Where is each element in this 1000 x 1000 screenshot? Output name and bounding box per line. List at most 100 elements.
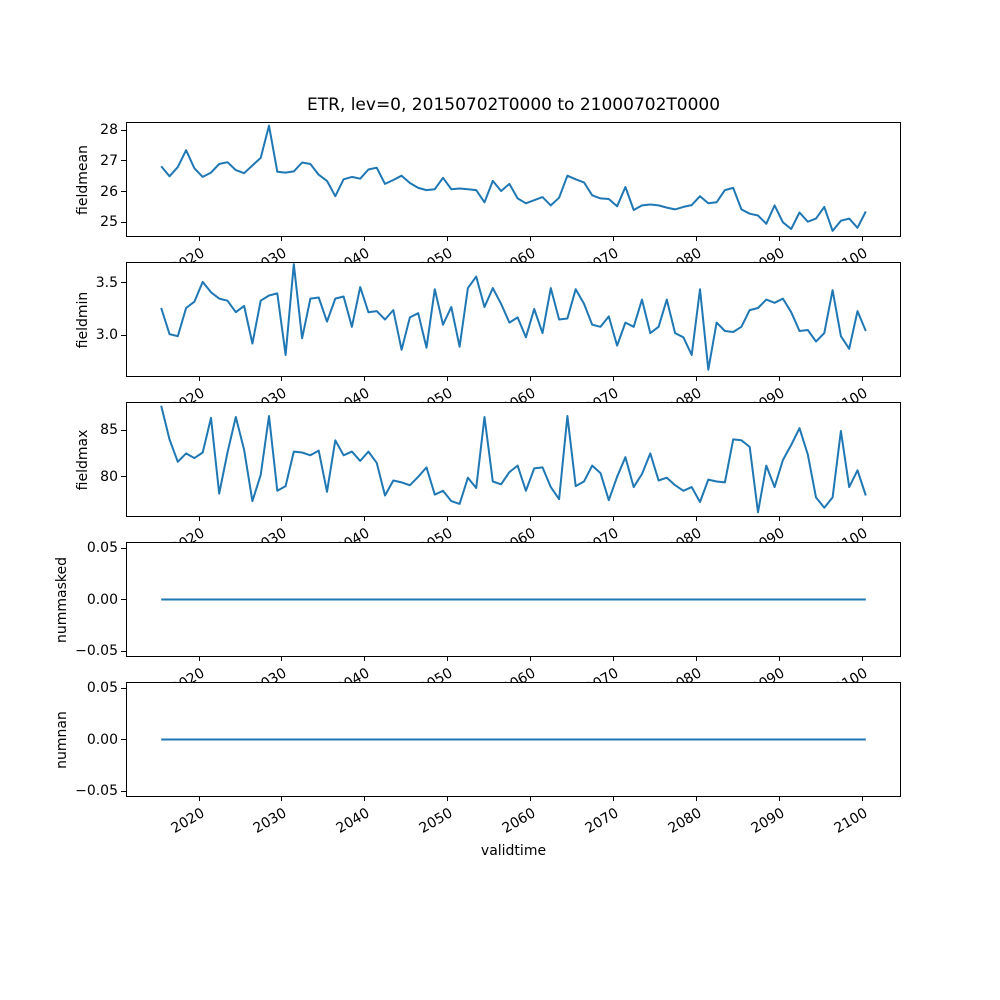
x-tick-mark bbox=[198, 377, 200, 381]
y-tick-label: 27 bbox=[100, 152, 118, 169]
x-tick-mark bbox=[530, 517, 532, 521]
x-tick-mark bbox=[447, 377, 449, 381]
x-tick-mark bbox=[613, 797, 614, 801]
y-tick-mark bbox=[121, 687, 126, 689]
x-tick-mark bbox=[198, 237, 200, 241]
fieldmean-line-chart bbox=[160, 124, 867, 232]
x-tick-mark bbox=[447, 237, 449, 241]
x-tick-label: 2090 bbox=[748, 805, 788, 837]
y-tick-mark bbox=[121, 191, 126, 193]
x-tick-mark bbox=[281, 657, 283, 661]
figure-title: ETR, lev=0, 20150702T0000 to 21000702T00… bbox=[306, 95, 721, 115]
x-tick-mark bbox=[364, 237, 366, 241]
y-tick-mark bbox=[121, 739, 126, 740]
y-tick-label: 3.5 bbox=[95, 274, 118, 291]
fieldmean-line bbox=[160, 124, 867, 232]
x-tick-mark bbox=[695, 517, 697, 521]
y-axis-label-nummasked: nummasked bbox=[54, 556, 70, 643]
x-tick-mark bbox=[778, 517, 780, 521]
x-tick-label: 2040 bbox=[333, 805, 373, 837]
y-tick-label: 28 bbox=[100, 122, 118, 139]
x-tick-mark bbox=[447, 657, 449, 661]
x-tick-mark bbox=[281, 377, 283, 381]
y-axis-label-numnan: numnan bbox=[54, 710, 70, 769]
x-tick-mark bbox=[613, 657, 614, 661]
x-tick-label: 2020 bbox=[168, 805, 207, 837]
x-tick-mark bbox=[530, 797, 532, 801]
x-tick-label: 2100 bbox=[831, 805, 871, 837]
x-tick-label: 2030 bbox=[251, 805, 290, 837]
x-tick-mark bbox=[447, 517, 449, 521]
x-tick-mark bbox=[281, 797, 283, 801]
x-tick-mark bbox=[861, 797, 863, 801]
x-tick-mark bbox=[530, 657, 532, 661]
y-tick-label: 3.0 bbox=[95, 327, 118, 344]
x-tick-mark bbox=[695, 657, 697, 661]
fieldmean-axes bbox=[126, 122, 901, 237]
x-tick-mark bbox=[530, 237, 532, 241]
y-tick-label: 85 bbox=[100, 422, 118, 438]
y-tick-label: 0.05 bbox=[86, 540, 118, 556]
x-tick-mark bbox=[198, 657, 200, 661]
y-tick-mark bbox=[121, 129, 126, 131]
x-tick-mark bbox=[281, 517, 283, 521]
x-tick-mark bbox=[364, 517, 366, 521]
fieldmax-line bbox=[160, 405, 867, 514]
fieldmax-axes bbox=[126, 402, 901, 517]
nummasked-line-chart bbox=[161, 598, 866, 601]
x-tick-mark bbox=[364, 377, 366, 381]
y-tick-mark bbox=[121, 650, 126, 652]
numnan-axes bbox=[126, 682, 901, 797]
fieldmax-line-chart bbox=[160, 405, 867, 514]
x-tick-mark bbox=[695, 377, 697, 381]
y-axis-label-fieldmax: fieldmax bbox=[75, 429, 91, 490]
y-tick-label: 80 bbox=[100, 468, 118, 485]
x-tick-mark bbox=[198, 517, 200, 521]
x-tick-mark bbox=[364, 797, 366, 801]
fieldmin-axes bbox=[126, 262, 901, 377]
x-tick-mark bbox=[778, 657, 780, 661]
x-tick-mark bbox=[613, 237, 614, 241]
x-tick-mark bbox=[364, 657, 366, 661]
x-tick-label: 2060 bbox=[499, 805, 539, 837]
x-tick-mark bbox=[613, 517, 614, 521]
y-tick-label: −0.05 bbox=[75, 643, 118, 659]
y-tick-mark bbox=[121, 547, 126, 549]
y-tick-mark bbox=[121, 790, 126, 792]
nummasked-axes bbox=[126, 542, 901, 657]
x-tick-mark bbox=[613, 377, 614, 381]
x-tick-mark bbox=[198, 797, 200, 801]
y-tick-mark bbox=[121, 221, 126, 223]
y-tick-label: 26 bbox=[100, 183, 118, 200]
x-tick-label: 2050 bbox=[416, 805, 456, 837]
y-tick-mark bbox=[121, 429, 126, 431]
numnan-line-chart bbox=[161, 738, 866, 741]
y-tick-mark bbox=[121, 282, 126, 284]
x-tick-mark bbox=[695, 237, 697, 241]
y-tick-mark bbox=[121, 476, 126, 478]
fieldmin-line bbox=[160, 263, 867, 371]
x-tick-mark bbox=[695, 797, 697, 801]
y-tick-label: 0.05 bbox=[86, 680, 118, 696]
x-tick-mark bbox=[861, 237, 863, 241]
y-tick-label: 25 bbox=[100, 214, 118, 231]
x-tick-mark bbox=[861, 657, 863, 661]
x-tick-mark bbox=[281, 237, 283, 241]
y-tick-mark bbox=[121, 160, 126, 162]
x-tick-mark bbox=[861, 517, 863, 521]
x-tick-label: 2070 bbox=[582, 805, 622, 837]
y-tick-label: 0.00 bbox=[86, 731, 118, 748]
y-tick-mark bbox=[121, 334, 126, 336]
y-tick-label: −0.05 bbox=[75, 783, 118, 799]
x-tick-mark bbox=[861, 377, 863, 381]
y-axis-label-fieldmin: fieldmin bbox=[75, 291, 91, 348]
y-tick-label: 0.00 bbox=[86, 591, 118, 608]
y-tick-mark bbox=[121, 599, 126, 600]
x-tick-mark bbox=[530, 377, 532, 381]
x-tick-mark bbox=[778, 237, 780, 241]
x-tick-mark bbox=[778, 377, 780, 381]
x-tick-mark bbox=[778, 797, 780, 801]
x-tick-mark bbox=[447, 797, 449, 801]
fieldmin-line-chart bbox=[160, 263, 867, 371]
